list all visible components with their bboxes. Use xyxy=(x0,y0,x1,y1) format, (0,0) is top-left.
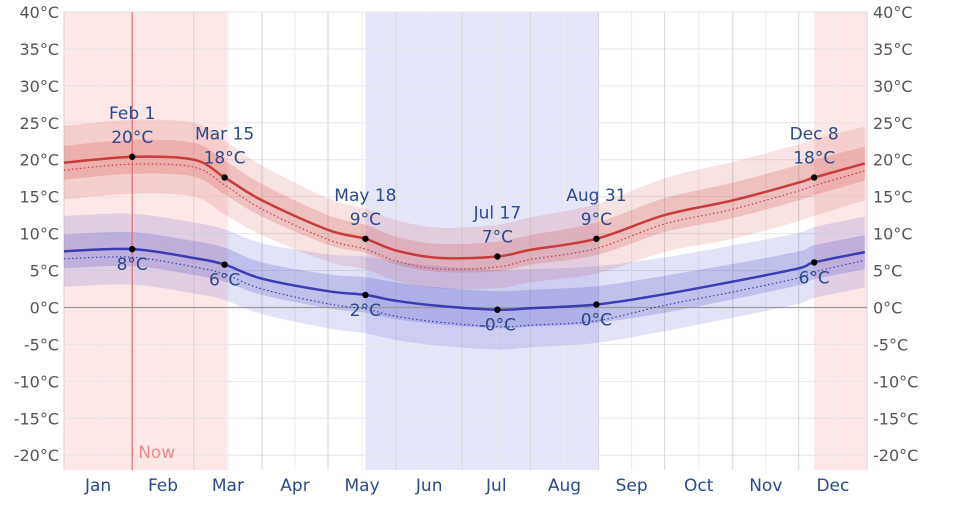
annotation-value: -0°C xyxy=(479,316,516,336)
x-axis-months: Jan Feb Mar Apr May Jun Jul Aug Sep Oct Nov Dec xyxy=(84,476,849,496)
now-marker: Now xyxy=(131,12,175,470)
y-tick-label-right: 5°C xyxy=(873,262,902,281)
annotation-value: 6°C xyxy=(799,268,830,288)
y-tick-label-left: 35°C xyxy=(19,40,59,59)
annotation-point xyxy=(811,174,818,181)
annotation-value: 18°C xyxy=(793,148,835,168)
annotation-value: 6°C xyxy=(209,271,240,291)
annotation-value: 7°C xyxy=(482,228,513,248)
month-label: Sep xyxy=(616,476,648,496)
month-label: Oct xyxy=(684,476,714,496)
y-tick-label-left: -20°C xyxy=(14,446,59,465)
annotation-value: 9°C xyxy=(581,210,612,230)
annotation-point xyxy=(362,235,369,242)
annotation-date: May 18 xyxy=(334,186,396,206)
warm-season-band xyxy=(814,12,867,470)
high-outer-band xyxy=(64,119,865,290)
annotation-value: 0°C xyxy=(581,311,612,331)
annotation-point xyxy=(362,291,369,299)
series-lines xyxy=(63,155,866,328)
annotation-value: 18°C xyxy=(204,148,246,168)
annotation-point xyxy=(129,245,136,253)
season-shading xyxy=(64,12,867,470)
y-tick-label-right: 20°C xyxy=(873,151,913,170)
annotation-date: Jul 17 xyxy=(473,204,522,224)
y-tick-label-left: 25°C xyxy=(19,114,59,133)
y-tick-label-right: 35°C xyxy=(873,40,913,59)
y-tick-label-left: 15°C xyxy=(19,188,59,207)
annotation-date: Mar 15 xyxy=(195,124,254,144)
y-tick-label-right: 10°C xyxy=(873,225,913,244)
y-tick-label-right: -20°C xyxy=(873,446,918,465)
month-label: Feb xyxy=(148,476,178,496)
y-tick-label-left: 40°C xyxy=(19,3,59,22)
annotation-point xyxy=(129,153,136,160)
y-tick-label-right: 15°C xyxy=(873,188,913,207)
low-temperature-line xyxy=(63,247,866,312)
annotation-value: 9°C xyxy=(350,210,381,230)
y-tick-label-left: 10°C xyxy=(19,225,59,244)
annotations: Feb 1 20°C Mar 15 18°C May 18 9°C Jul 17 7°C Aug… xyxy=(109,104,839,336)
annotation-point xyxy=(494,306,501,313)
annotation-point xyxy=(494,253,501,260)
y-tick-label-right: 30°C xyxy=(873,77,913,96)
y-tick-label-left: 30°C xyxy=(19,77,59,96)
low-inner-band xyxy=(64,231,865,329)
warm-season-band xyxy=(64,12,227,470)
annotation-point xyxy=(593,301,600,308)
month-label: Dec xyxy=(816,476,849,496)
low-outer-band xyxy=(64,213,865,350)
month-label: Apr xyxy=(280,476,309,496)
high-temperature-line xyxy=(63,155,866,260)
y-tick-label-left: 20°C xyxy=(19,151,59,170)
y-tick-label-right: 25°C xyxy=(873,114,913,133)
month-label: Aug xyxy=(548,476,581,496)
y-tick-label-left: -15°C xyxy=(14,409,59,428)
month-label: May xyxy=(345,476,380,496)
high-feels-like-line xyxy=(63,163,865,271)
month-label: Mar xyxy=(212,476,244,496)
y-tick-label-right: 0°C xyxy=(873,298,902,317)
month-label: Jul xyxy=(485,476,507,496)
y-tick-label-left: -5°C xyxy=(24,335,59,354)
month-label: Jan xyxy=(84,476,111,496)
month-label: Jun xyxy=(415,476,443,496)
y-tick-label-right: -5°C xyxy=(873,335,908,354)
y-tick-label-right: -15°C xyxy=(873,409,918,428)
cold-season-band xyxy=(365,12,599,470)
annotation-value: 20°C xyxy=(111,128,153,148)
annotation-date: Feb 1 xyxy=(109,104,155,124)
y-axis-left: -20°C -15°C -10°C -5°C 0°C 5°C 10°C 15°C 20°C 25°… xyxy=(14,3,59,465)
annotation-value: 2°C xyxy=(350,301,381,321)
annotation-point xyxy=(221,261,228,268)
month-label: Nov xyxy=(749,476,782,496)
annotation-date: Aug 31 xyxy=(566,186,626,206)
y-tick-label-left: 0°C xyxy=(30,298,59,317)
annotation-value: 8°C xyxy=(117,255,148,275)
y-tick-label-left: 5°C xyxy=(30,262,59,281)
annotation-point xyxy=(593,235,600,242)
annotation-point xyxy=(811,259,818,266)
y-tick-label-right: -10°C xyxy=(873,372,918,391)
low-feels-like-line xyxy=(63,256,865,328)
y-tick-label-right: 40°C xyxy=(873,3,913,22)
now-label: Now xyxy=(138,443,175,463)
y-tick-label-left: -10°C xyxy=(14,372,59,391)
y-axis-right: -20°C -15°C -10°C -5°C 0°C 5°C 10°C 15°C 20°C 25°… xyxy=(873,3,918,465)
annotation-date: Dec 8 xyxy=(790,124,839,144)
annotation-point xyxy=(221,174,228,181)
